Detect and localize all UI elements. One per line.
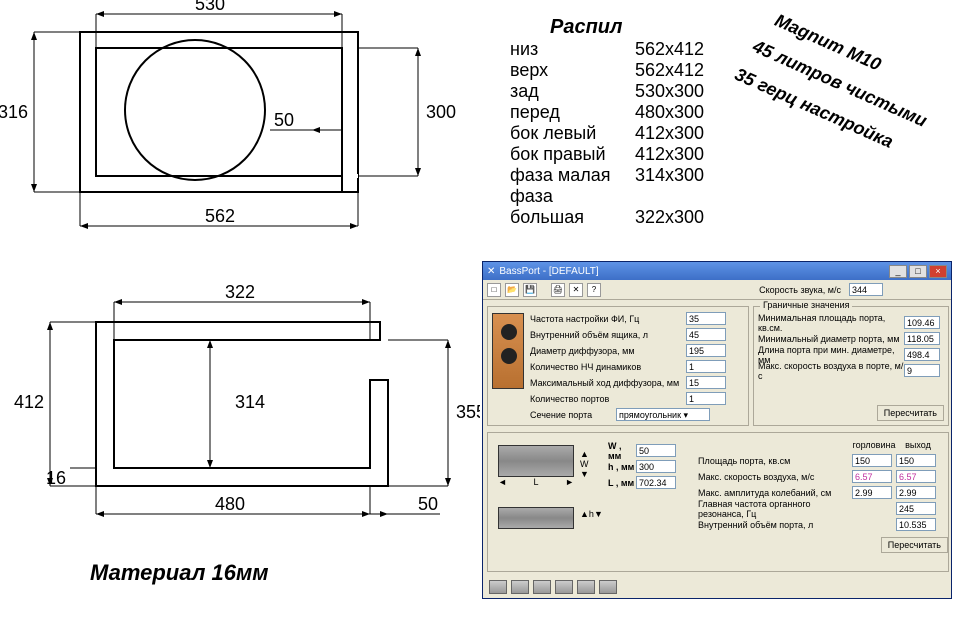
svg-text:16: 16 <box>46 468 66 488</box>
port-diagram-1 <box>498 445 574 477</box>
cut-row: верх 562x412 <box>510 60 750 81</box>
w-input[interactable]: 50 <box>636 444 676 457</box>
limits-title: Граничные значения <box>760 300 852 310</box>
param-input[interactable]: 35 <box>686 312 726 325</box>
section-select[interactable]: прямоугольник ▾ <box>616 408 710 421</box>
svg-text:322: 322 <box>225 282 255 302</box>
top-drawing: 530 316 300 50 562 <box>0 0 480 260</box>
l-input[interactable]: 702.34 <box>636 476 676 489</box>
h-input[interactable]: 300 <box>636 460 676 473</box>
cut-row: бок правый 412x300 <box>510 144 750 165</box>
bottom-drawing: 322 412 16 314 355 480 50 <box>0 280 480 560</box>
titlebar: ✕ BassPort - [DEFAULT] _ □ × <box>483 262 951 280</box>
new-icon[interactable]: □ <box>487 283 501 297</box>
help-icon[interactable]: ? <box>587 283 601 297</box>
svg-text:300: 300 <box>426 102 456 122</box>
type-icon[interactable] <box>555 580 573 594</box>
param-input[interactable]: 45 <box>686 328 726 341</box>
wrench-icon: ✕ <box>487 266 495 277</box>
type-icon[interactable] <box>577 580 595 594</box>
svg-text:355: 355 <box>456 402 480 422</box>
sound-speed-label: Скорость звука, м/с <box>759 285 841 295</box>
param-input[interactable]: 195 <box>686 344 726 357</box>
cut-row: фаза малая 314x300 <box>510 165 750 186</box>
svg-text:530: 530 <box>195 0 225 14</box>
recalc-button-1[interactable]: Пересчитать <box>877 405 944 421</box>
close-button[interactable]: × <box>929 265 947 278</box>
type-icon[interactable] <box>489 580 507 594</box>
recalc-button-2[interactable]: Пересчитать <box>881 537 948 553</box>
cut-row: фаза большая 322x300 <box>510 186 750 228</box>
svg-text:50: 50 <box>274 110 294 130</box>
cut-row: зад 530x300 <box>510 81 750 102</box>
window-title: BassPort - [DEFAULT] <box>499 266 598 277</box>
svg-text:412: 412 <box>14 392 44 412</box>
toolbar: □ 📂 💾 🖨 ✕ ? Скорость звука, м/с 344 <box>483 280 951 300</box>
port-diagram-2 <box>498 507 574 529</box>
print-icon[interactable]: 🖨 <box>551 283 565 297</box>
cut-list: Распил низ 562x412верх 562x412зад 530x30… <box>510 16 750 228</box>
material-label: Материал 16мм <box>90 560 269 586</box>
limit-output: 109.46 <box>904 316 940 329</box>
limit-output: 118.05 <box>904 332 940 345</box>
speaker-type-icons <box>489 580 617 594</box>
sound-speed-input[interactable]: 344 <box>849 283 883 296</box>
type-icon[interactable] <box>599 580 617 594</box>
cut-row: низ 562x412 <box>510 39 750 60</box>
param-input[interactable]: 1 <box>686 392 726 405</box>
speaker-icon <box>492 313 524 389</box>
bassport-window: ✕ BassPort - [DEFAULT] _ □ × □ 📂 💾 🖨 ✕ ?… <box>482 261 952 599</box>
section-label: Сечение порта <box>530 410 616 420</box>
minimize-button[interactable]: _ <box>889 265 907 278</box>
param-input[interactable]: 1 <box>686 360 726 373</box>
save-icon[interactable]: 💾 <box>523 283 537 297</box>
param-input[interactable]: 15 <box>686 376 726 389</box>
svg-text:316: 316 <box>0 102 28 122</box>
maximize-button[interactable]: □ <box>909 265 927 278</box>
cut-row: бок левый 412x300 <box>510 123 750 144</box>
type-icon[interactable] <box>533 580 551 594</box>
cut-row: перед 480x300 <box>510 102 750 123</box>
svg-text:50: 50 <box>418 494 438 514</box>
type-icon[interactable] <box>511 580 529 594</box>
limit-output: 498.4 <box>904 348 940 361</box>
open-icon[interactable]: 📂 <box>505 283 519 297</box>
tool-icon[interactable]: ✕ <box>569 283 583 297</box>
svg-text:562: 562 <box>205 206 235 226</box>
limit-output: 9 <box>904 364 940 377</box>
svg-text:314: 314 <box>235 392 265 412</box>
svg-text:480: 480 <box>215 494 245 514</box>
